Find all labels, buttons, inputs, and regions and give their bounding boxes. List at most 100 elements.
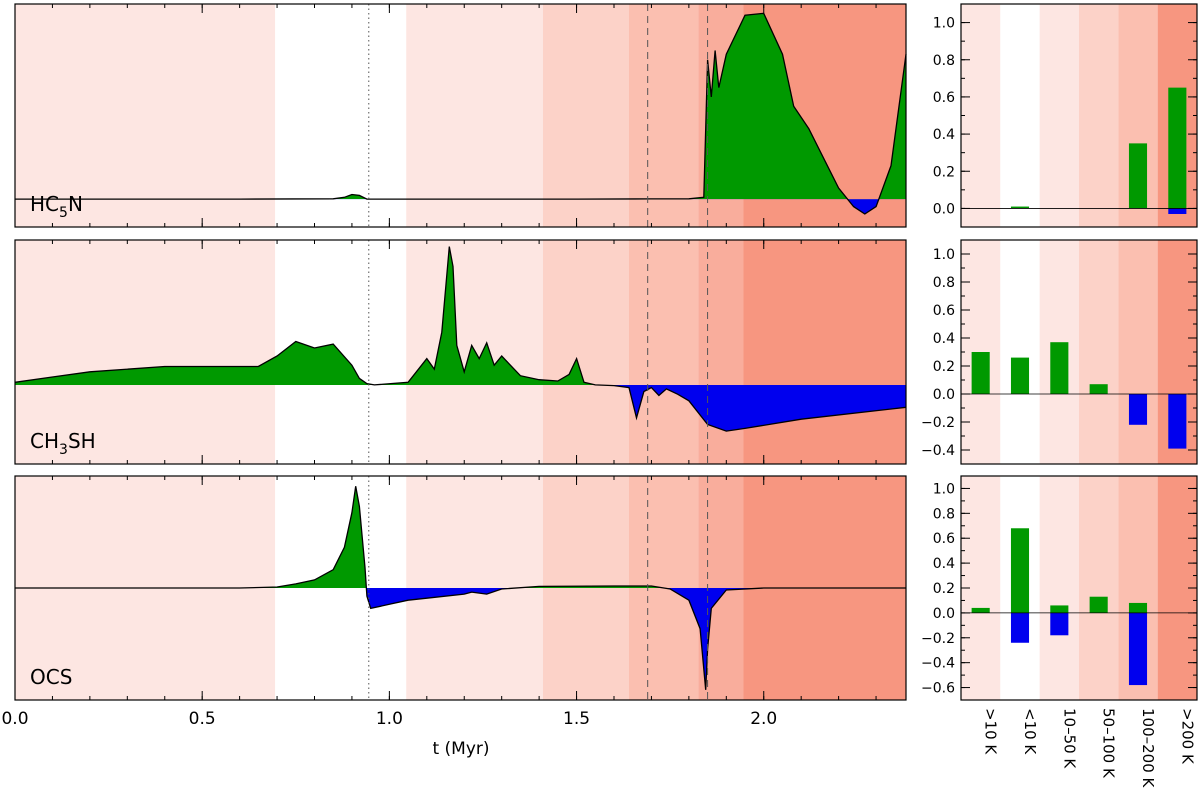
bar-positive [1010, 206, 1030, 209]
y-tick-label: 0.4 [933, 556, 955, 572]
series-line [15, 486, 906, 690]
bar-category-label: 10–50 K [1060, 708, 1078, 769]
panel-2: CH3SH [14, 239, 907, 465]
time-band [628, 240, 699, 464]
time-band [275, 4, 407, 227]
x-tick-label: 2.0 [750, 709, 777, 729]
bar-negative [1050, 612, 1069, 636]
category-band [1039, 476, 1079, 700]
series-line [14, 246, 907, 432]
time-band [698, 240, 744, 464]
y-tick-label: 0.0 [933, 387, 955, 403]
species-label: CH3SH [30, 429, 96, 458]
time-band [15, 240, 276, 464]
bar-negative [1168, 394, 1187, 449]
y-tick-label: 0.6 [933, 90, 955, 106]
time-band [743, 240, 906, 464]
bar-negative [1128, 612, 1148, 686]
species-label-end: SH [68, 429, 96, 453]
bar-category-label: >10 K [982, 708, 1000, 755]
species-label: HC5N [30, 192, 83, 221]
bar-positive [1128, 143, 1148, 209]
species-label: OCS [30, 665, 72, 689]
bar-positive [1128, 602, 1148, 613]
y-tick-label: 1.0 [933, 247, 955, 263]
x-tick-label: 0.0 [1, 709, 28, 729]
bar-negative [1128, 394, 1148, 425]
category-band [1079, 476, 1119, 700]
y-tick-label: 0.2 [933, 581, 955, 597]
bar-positive [1010, 528, 1030, 613]
series-line [15, 12, 907, 215]
y-tick-label: 0.0 [933, 606, 955, 622]
species-label-main: HC [30, 192, 59, 216]
y-tick-label: 0.8 [933, 506, 955, 522]
category-band [1039, 4, 1079, 227]
y-tick-label: 0.6 [933, 303, 955, 319]
x-tick-label: 1.0 [376, 709, 403, 729]
time-band [542, 4, 629, 227]
bar-category-label: <10 K [1021, 708, 1039, 755]
y-tick-label: 0.0 [933, 201, 955, 217]
bar-positive [1050, 605, 1069, 613]
y-tick-label: −0.2 [921, 415, 955, 431]
bar-positive [1010, 357, 1030, 394]
species-label-main: CH [30, 429, 59, 453]
y-tick-label: 0.2 [933, 359, 955, 375]
bar-negative [1010, 612, 1030, 643]
category-band [1000, 240, 1040, 464]
category-band [1079, 240, 1119, 464]
panel-frame [14, 3, 907, 228]
bar-panel-1: 1.0 0.8 0.6 0.4 0.2 0.0 [933, 3, 1198, 228]
bar-panels: 1.0 0.8 0.6 0.4 0.2 0.0 1.0 0.8 0.6 0.4 0.2 0.0 −0.2… [921, 3, 1198, 701]
bar-positive [1089, 384, 1108, 394]
species-label-end: N [68, 192, 83, 216]
positive-area [15, 13, 906, 200]
category-band [1079, 4, 1119, 227]
bar-negative [1168, 208, 1187, 214]
time-series-panels: HC5N CH3SH OCS [14, 3, 907, 701]
y-tick-label: 0.4 [933, 127, 955, 143]
time-band [406, 4, 543, 227]
bar-panel-2: 1.0 0.8 0.6 0.4 0.2 0.0 −0.2 −0.4 [921, 239, 1198, 465]
bar-positive [971, 352, 990, 394]
bar-category-label: 100–200 K [1139, 708, 1157, 789]
y-tick-label: 0.2 [933, 164, 955, 180]
y-tick-label: 0.8 [933, 275, 955, 291]
category-band [1118, 240, 1158, 464]
negative-area [596, 384, 906, 432]
species-label-subscript: 3 [59, 442, 68, 458]
bar-positive [971, 607, 990, 613]
y-tick-label: 0.4 [933, 331, 955, 347]
bar-positive [1168, 87, 1187, 209]
x-tick-label: 0.5 [189, 709, 216, 729]
bar-category-label: 50–100 K [1100, 708, 1118, 779]
bar-positive [1089, 596, 1108, 613]
y-tick-label: −0.2 [921, 631, 955, 647]
y-tick-label: 0.8 [933, 53, 955, 69]
bar-positive [1050, 342, 1069, 394]
y-tick-label: 0.6 [933, 531, 955, 547]
category-band [1000, 4, 1040, 227]
bar-panel-3: 1.0 0.8 0.6 0.4 0.2 0.0 −0.2 −0.4 −0.6 [921, 475, 1198, 701]
bar-category-label: >200 K [1178, 708, 1196, 765]
y-tick-label: 1.0 [933, 16, 955, 32]
y-tick-label: −0.6 [921, 681, 955, 697]
y-tick-label: −0.4 [921, 656, 955, 672]
time-band [628, 4, 699, 227]
y-tick-label: 1.0 [933, 481, 955, 497]
x-axis-label: t (Myr) [432, 739, 489, 759]
panel-frame [14, 475, 907, 701]
y-tick-label: −0.4 [921, 443, 955, 459]
x-axis: 0.0 0.5 1.0 1.5 2.0 >10 K <10 K 10–50 K 50–100 K… [1, 708, 1196, 789]
panel-1: HC5N [14, 3, 907, 228]
x-tick-label: 1.5 [563, 709, 590, 729]
panel-3: OCS [14, 475, 907, 701]
species-label-subscript: 5 [59, 205, 68, 221]
species-label-main: OCS [30, 665, 72, 689]
time-band [542, 240, 629, 464]
time-band [15, 4, 276, 227]
panel-frame [14, 239, 907, 465]
category-band [961, 4, 1001, 227]
